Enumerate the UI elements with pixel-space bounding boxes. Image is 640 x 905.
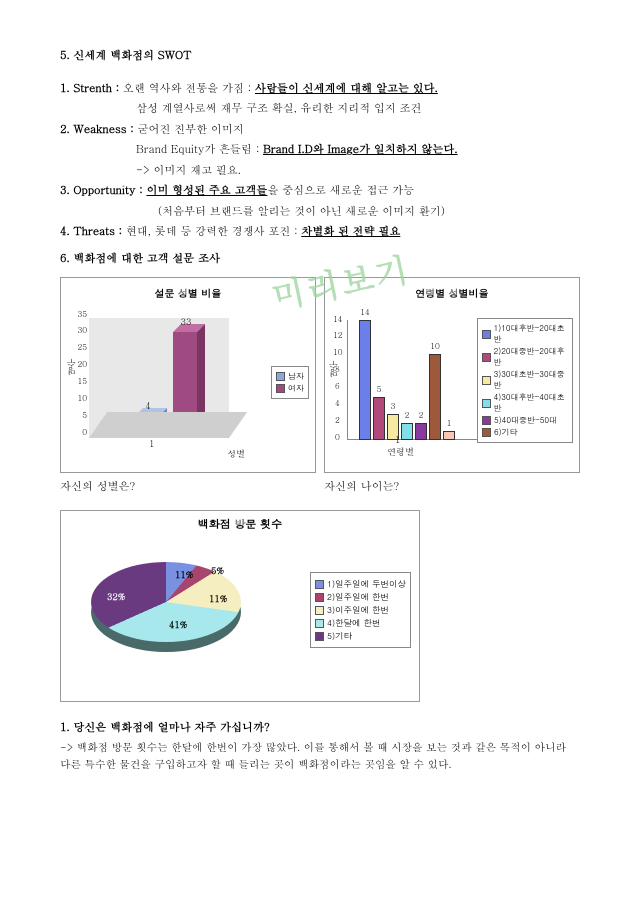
legend-item: 6)기타 [482, 427, 568, 438]
gender-chart-title: 설문 성별 비율 [61, 278, 315, 300]
pie-label: 41% [169, 618, 187, 631]
gender-chart-area: 명수 0 5 10 15 20 25 30 35 4 [61, 300, 315, 460]
pie-graphic: 11% 5% 11% 41% 32% [91, 562, 241, 652]
legend-item: 3)30대초반-30대중반 [482, 369, 568, 391]
legend-swatch [482, 416, 491, 425]
q1-paragraph: -> 백화점 방문 횟수는 한달에 한번이 가장 많았다. 이를 통해서 볼 때… [60, 739, 580, 773]
threats-label: 4. Threats : [60, 224, 126, 239]
q1-title: 1. 당신은 백화점에 얼마나 자주 가십니까? [60, 720, 580, 735]
legend-swatch [482, 353, 491, 362]
legend-item: 3)이주일에 한번 [315, 604, 406, 616]
gender-legend: 남자 여자 [271, 366, 309, 399]
pie-label: 5% [211, 564, 224, 577]
threats-underline: 차별화 된 전략 필요 [301, 224, 400, 239]
weakness-line3: -> 이미지 재고 필요. [60, 163, 580, 180]
age-chart-area: 명수 0 2 4 6 8 10 12 14 14 5 3 2 2 10 1 1 [325, 300, 579, 460]
legend-swatch [482, 330, 491, 339]
threats-line1: 4. Threats : 현대, 롯데 등 강력한 경쟁사 포진 : 차별화 된… [60, 224, 580, 241]
opportunity-line1: 3. Opportunity : 이미 형성된 주요 고객들을 중심으로 새로운… [60, 183, 580, 200]
visit-pie-chart: 백화점 방문 횟수 11% 5% 11% 41% 32% 1)일주일에 두번이상… [60, 510, 420, 702]
weakness-underline: Brand I.D와 Image가 일치하지 않는다. [263, 142, 458, 157]
gender-plot: 4 33 [89, 318, 229, 438]
opportunity-text1: 을 중심으로 새로운 접근 가능 [267, 183, 414, 198]
weakness-line1: 2. Weakness : 굳어진 진부한 이미지 [60, 122, 580, 139]
legend-item: 1)10대후반-20대초반 [482, 323, 568, 345]
age-chart: 연령별 성별비율 명수 0 2 4 6 8 10 12 14 14 5 3 2 … [324, 277, 580, 473]
legend-swatch [315, 606, 324, 615]
pie-label: 11% [175, 568, 193, 581]
age-x-label: 연령별 [387, 445, 414, 458]
weakness-text2a: Brand Equity가 흔들림 : [136, 142, 263, 157]
opportunity-label: 3. Opportunity : [60, 183, 146, 198]
legend-item: 1)일주일에 두번이상 [315, 578, 406, 590]
age-bar [373, 397, 385, 440]
age-plot: 0 2 4 6 8 10 12 14 14 5 3 2 2 10 1 [347, 320, 497, 440]
female-bar-value: 33 [171, 315, 201, 328]
age-caption: 자신의 나이는? [324, 479, 580, 494]
weakness-line2: Brand Equity가 흔들림 : Brand I.D와 Image가 일치… [60, 142, 580, 159]
gender-x-cat: 1 [149, 437, 154, 450]
visit-pie-body: 11% 5% 11% 41% 32% 1)일주일에 두번이상 2)일주일에 한번… [61, 532, 419, 692]
legend-swatch [482, 399, 491, 408]
age-chart-title: 연령별 성별비율 [325, 278, 579, 300]
weakness-label: 2. Weakness : [60, 122, 137, 137]
legend-item: 5)40대중반-50대 [482, 415, 568, 426]
legend-swatch [315, 619, 324, 628]
visit-pie-title: 백화점 방문 횟수 [61, 511, 419, 532]
age-bar [359, 320, 371, 440]
age-bar [415, 423, 427, 440]
age-legend: 1)10대후반-20대초반 2)20대중반-20대후반 3)30대초반-30대중… [477, 318, 573, 443]
gender-chart: 설문 성별 비율 명수 0 5 10 15 20 25 30 35 [60, 277, 316, 473]
charts-row: 설문 성별 비율 명수 0 5 10 15 20 25 30 35 [60, 277, 580, 473]
age-bar [429, 354, 441, 440]
gender-x-label: 성별 [227, 447, 245, 460]
legend-item: 남자 [276, 371, 304, 382]
legend-swatch [315, 632, 324, 641]
strength-label: 1. Strenth : [60, 81, 123, 96]
legend-item: 4)한달에 한번 [315, 617, 406, 629]
opportunity-line2: (처음부터 브랜드를 알리는 것이 아닌 새로운 이미지 환기) [60, 204, 580, 221]
legend-swatch [315, 593, 324, 602]
legend-swatch [276, 384, 285, 393]
gender-caption: 자신의 성별은? [60, 479, 316, 494]
threats-text1: 현대, 롯데 등 강력한 경쟁사 포진 : [126, 224, 302, 239]
age-bar [443, 431, 455, 440]
visit-pie-legend: 1)일주일에 두번이상 2)일주일에 한번 3)이주일에 한번 4)한달에 한번… [310, 572, 411, 648]
legend-item: 5)기타 [315, 630, 406, 642]
weakness-text1: 굳어진 진부한 이미지 [137, 122, 243, 137]
strength-line1: 1. Strenth : 오랜 역사와 전통을 가짐 : 사람들이 신세계에 대… [60, 81, 580, 98]
pie-label: 32% [107, 590, 125, 603]
captions-row: 자신의 성별은? 자신의 나이는? [60, 479, 580, 494]
strength-underline: 사람들이 신세계에 대해 알고는 있다. [255, 81, 438, 96]
legend-item: 2)20대중반-20대후반 [482, 346, 568, 368]
legend-swatch [315, 580, 324, 589]
legend-swatch [276, 372, 285, 381]
strength-text1: 오랜 역사와 전통을 가짐 : [123, 81, 255, 96]
strength-line2: 삼성 계열사로써 재무 구조 확실, 유리한 지리적 입지 조건 [60, 101, 580, 118]
legend-swatch [482, 428, 491, 437]
male-bar-value: 4 [133, 399, 163, 412]
swot-title: 5. 신세계 백화점의 SWOT [60, 48, 580, 65]
age-bar [401, 423, 413, 440]
survey-title: 6. 백화점에 대한 고객 설문 조사 [60, 251, 580, 268]
legend-item: 4)30대후반-40대초반 [482, 392, 568, 414]
legend-item: 2)일주일에 한번 [315, 591, 406, 603]
legend-swatch [482, 376, 491, 385]
gender-y-ticks: 0 5 10 15 20 25 30 35 [71, 318, 87, 438]
legend-item: 여자 [276, 383, 304, 394]
pie-label: 11% [209, 592, 227, 605]
opportunity-underline: 이미 형성된 주요 고객들 [146, 183, 267, 198]
